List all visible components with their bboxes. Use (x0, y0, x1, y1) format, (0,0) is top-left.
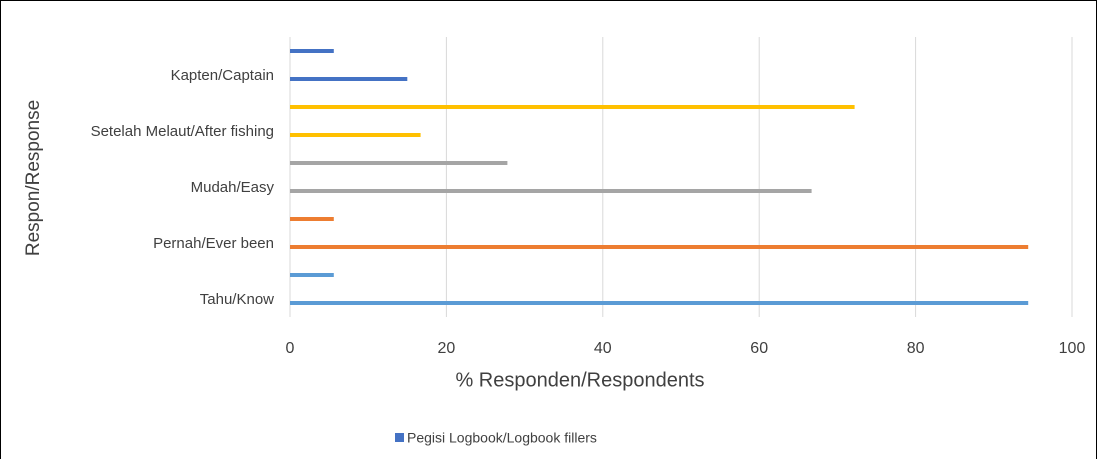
bar (290, 105, 855, 109)
bar (290, 273, 334, 277)
y-tick-label: Tahu/Know (200, 291, 274, 308)
x-tick-label: 0 (286, 340, 295, 357)
x-tick-label: 80 (907, 340, 925, 357)
bar (290, 161, 508, 165)
bar (290, 245, 1029, 249)
x-tick-label: 60 (750, 340, 768, 357)
x-tick-label: 100 (1059, 340, 1086, 357)
y-tick-label: Kapten/Captain (171, 67, 274, 84)
x-axis-title: % Responden/Respondents (455, 369, 704, 391)
y-tick-label: Setelah Melaut/After fishing (91, 123, 274, 140)
y-tick-label: Pernah/Ever been (153, 235, 274, 252)
y-tick-label: Mudah/Easy (191, 179, 275, 196)
bar (290, 217, 334, 221)
x-tick-label: 20 (438, 340, 456, 357)
bar (290, 49, 334, 53)
bar (290, 301, 1029, 305)
legend-label: Pegisi Logbook/Logbook fillers (407, 430, 597, 446)
y-axis-title: Respon/Response (23, 100, 44, 256)
legend-swatch (395, 433, 404, 442)
x-tick-label: 40 (594, 340, 612, 357)
bar (290, 133, 421, 137)
bar (290, 189, 812, 193)
bar (290, 77, 408, 81)
